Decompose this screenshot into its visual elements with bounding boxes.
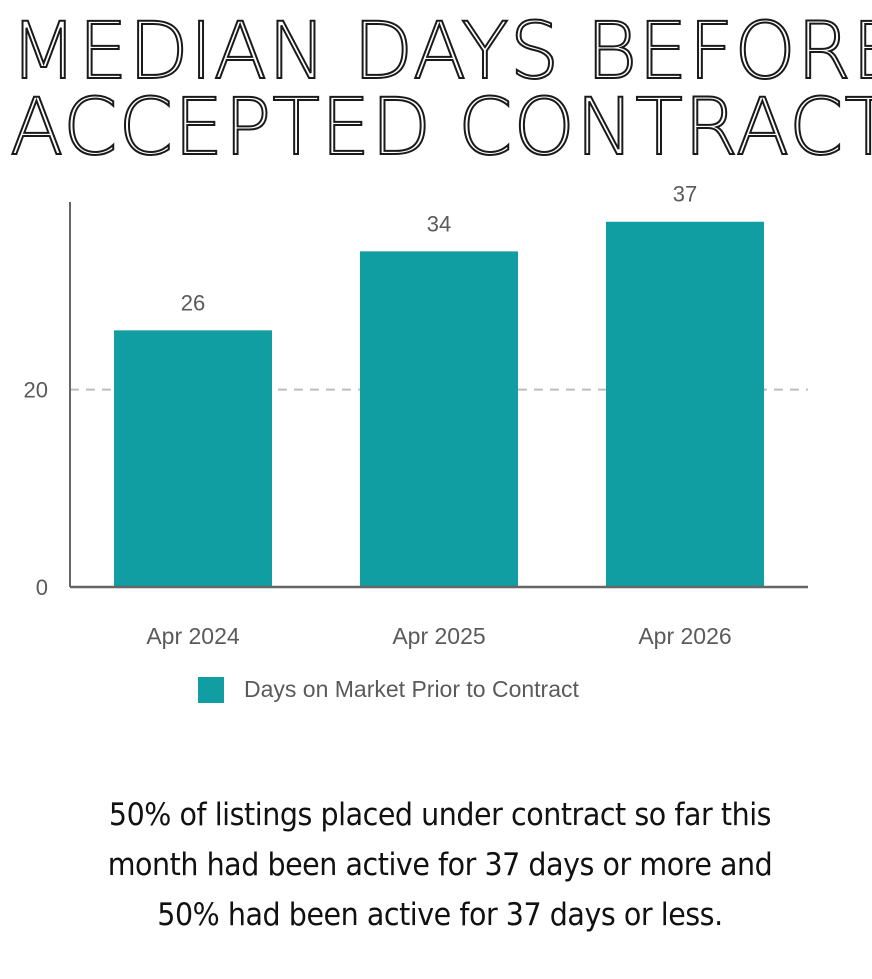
bar bbox=[360, 251, 518, 587]
y-tick-label: 0 bbox=[36, 575, 48, 600]
bar bbox=[114, 330, 272, 587]
data-label: 26 bbox=[181, 290, 205, 315]
chart-title: MEDIAN DAYS BEFORE ACCEPTED CONTRACT bbox=[9, 7, 872, 173]
footnote: 50% of listings placed under contract so… bbox=[54, 790, 827, 940]
title-line-2: ACCEPTED CONTRACT bbox=[9, 83, 872, 173]
bars bbox=[114, 221, 764, 587]
x-tick-label: Apr 2026 bbox=[638, 623, 731, 649]
title-line-1: MEDIAN DAYS BEFORE bbox=[9, 7, 872, 97]
legend-label: Days on Market Prior to Contract bbox=[244, 676, 579, 702]
data-label: 34 bbox=[427, 211, 451, 236]
x-tick-label: Apr 2024 bbox=[146, 623, 240, 649]
y-tick-label: 20 bbox=[24, 378, 48, 403]
footnote-line-3: 50% had been active for 37 days or less. bbox=[157, 897, 723, 933]
legend: Days on Market Prior to Contract bbox=[198, 676, 579, 703]
legend-swatch bbox=[198, 676, 224, 703]
x-tick-label: Apr 2025 bbox=[392, 623, 485, 649]
axes bbox=[69, 202, 808, 589]
labels: 0 20 26 Apr 2024 34 Apr 2025 37 Apr 2026 bbox=[24, 182, 732, 649]
data-label: 37 bbox=[673, 182, 697, 207]
bar bbox=[606, 221, 764, 587]
footnote-line-2: month had been active for 37 days or mor… bbox=[107, 847, 773, 883]
footnote-line-1: 50% of listings placed under contract so… bbox=[108, 797, 772, 833]
